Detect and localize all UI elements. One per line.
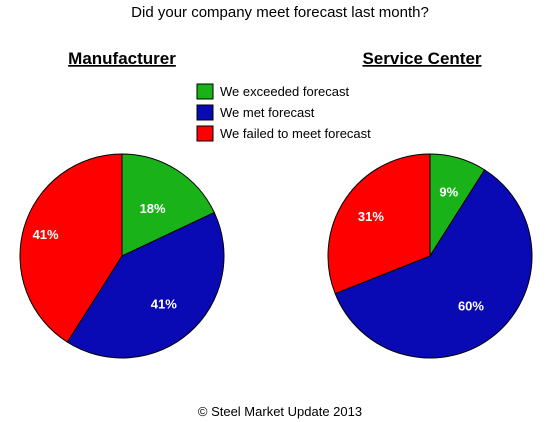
pie-label-manufacturer-exceeded: 18% bbox=[140, 201, 166, 216]
pie-manufacturer: 18% 41% 41% bbox=[19, 153, 225, 359]
footer-copyright: © Steel Market Update 2013 bbox=[198, 404, 362, 419]
legend-label-met: We met forecast bbox=[220, 105, 315, 120]
pie-label-service-center-exceeded: 9% bbox=[439, 184, 458, 199]
legend-swatch-met bbox=[196, 104, 214, 121]
pie-label-manufacturer-met: 41% bbox=[151, 296, 177, 311]
pie-label-service-center-met: 60% bbox=[458, 299, 484, 314]
pie-title-service-center: Service Center bbox=[362, 49, 481, 68]
legend-label-failed: We failed to meet forecast bbox=[220, 126, 371, 141]
pie-slice-manufacturer-failed bbox=[19, 153, 123, 343]
pie-title-manufacturer: Manufacturer bbox=[68, 49, 176, 68]
chart-title: Did your company meet forecast last mont… bbox=[131, 4, 429, 21]
legend-label-exceeded: We exceeded forecast bbox=[220, 84, 349, 99]
pie-slice-manufacturer-exceeded bbox=[121, 153, 215, 257]
pie-slice-service-center-met bbox=[334, 169, 533, 359]
legend: We exceeded forecast We met forecast We … bbox=[196, 83, 371, 142]
pie-slice-service-center-failed bbox=[327, 153, 431, 295]
pie-service-center: 9% 60% 31% bbox=[327, 153, 533, 359]
legend-swatch-exceeded bbox=[196, 83, 214, 100]
pie-label-manufacturer-failed: 41% bbox=[33, 227, 59, 242]
legend-swatch-failed bbox=[196, 125, 214, 142]
pie-slice-manufacturer-met bbox=[66, 211, 225, 359]
pie-label-service-center-failed: 31% bbox=[358, 209, 384, 224]
